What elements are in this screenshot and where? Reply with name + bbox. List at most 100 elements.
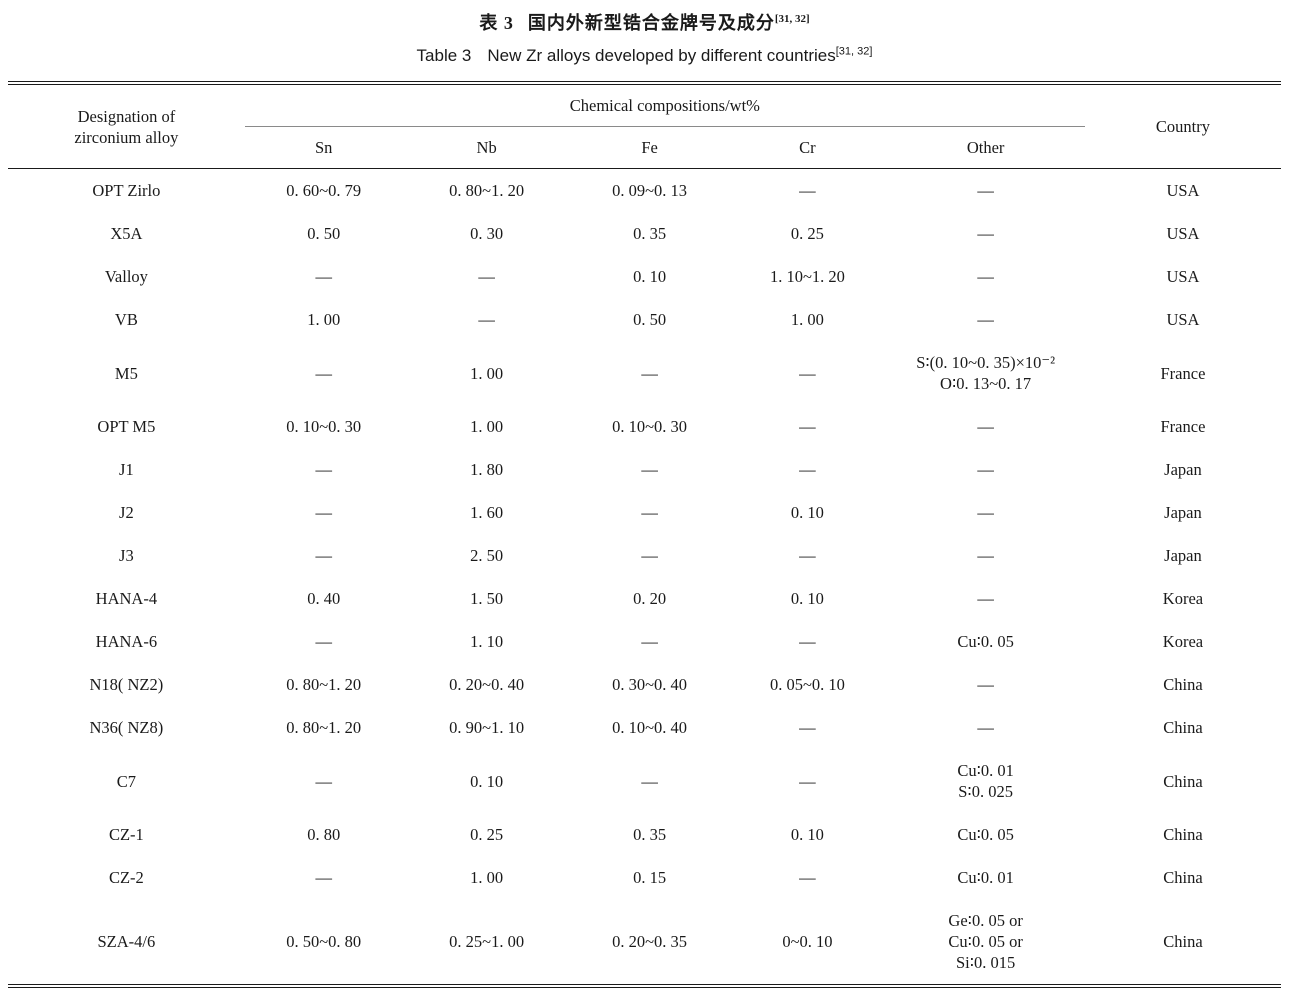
cell-nb: 0. 90~1. 10	[449, 718, 525, 737]
cell-other: —	[977, 310, 994, 329]
cell-cr: 0. 10	[790, 825, 824, 844]
cell-nb: 0. 25~1. 00	[449, 932, 525, 951]
col-header-sn: Sn	[244, 126, 403, 169]
cell-cr: 1. 10~1. 20	[769, 267, 845, 286]
cell-sn: —	[315, 267, 332, 286]
cell-sn: 0. 10~0. 30	[286, 417, 362, 436]
table-row: Valloy — — 0. 10 1. 10~1. 20 — USA	[8, 255, 1281, 298]
cell-country: China	[1163, 675, 1203, 694]
table-row: HANA-6 — 1. 10 — — Cu∶0. 05 Korea	[8, 620, 1281, 663]
cell-cr: —	[799, 718, 816, 737]
cell-country: France	[1160, 363, 1206, 383]
cell-cr: —	[799, 546, 816, 565]
cell-fe: —	[641, 771, 658, 791]
cell-cr: —	[799, 868, 816, 887]
cell-cr: —	[799, 460, 816, 479]
table-row: VB 1. 00 — 0. 50 1. 00 — USA	[8, 298, 1281, 341]
cell-cr: —	[799, 181, 816, 200]
col-header-country: Country	[1084, 83, 1281, 169]
cell-fe: 0. 50	[633, 310, 667, 329]
col-header-fe: Fe	[570, 126, 729, 169]
cell-country: Korea	[1162, 632, 1204, 651]
citation-reference-superscript: [31, 32]	[835, 45, 873, 58]
cell-other: —	[977, 181, 994, 200]
cell-nb: 1. 80	[470, 460, 504, 479]
cell-nb: 1. 00	[470, 363, 504, 383]
cell-fe: 0. 09~0. 13	[612, 181, 688, 200]
cell-other: —	[977, 718, 994, 737]
cell-country: China	[1163, 825, 1203, 844]
cell-designation: OPT M5	[97, 417, 156, 436]
cell-country: USA	[1166, 267, 1200, 286]
cell-country: Japan	[1164, 546, 1202, 565]
col-header-chemical-compositions: Chemical compositions/wt%	[244, 83, 1085, 127]
cell-nb: 2. 50	[470, 546, 504, 565]
cell-nb: 1. 10	[470, 632, 504, 651]
cell-other: —	[977, 460, 994, 479]
cell-designation: Valloy	[104, 267, 148, 286]
col-header-cr: Cr	[728, 126, 887, 169]
cell-fe: 0. 30~0. 40	[612, 675, 688, 694]
table-row: N18( NZ2) 0. 80~1. 20 0. 20~0. 40 0. 30~0. …	[8, 663, 1281, 706]
table-row: CZ-1 0. 80 0. 25 0. 35 0. 10 Cu∶0. 05 China	[8, 813, 1281, 856]
cell-fe: 0. 10~0. 30	[612, 417, 688, 436]
cell-country: China	[1163, 932, 1203, 951]
cell-designation: M5	[114, 363, 138, 383]
cell-sn: 0. 80~1. 20	[286, 718, 362, 737]
cell-fe: 0. 20	[633, 589, 667, 608]
header-row-1: Designation of zirconium alloy Chemical …	[8, 83, 1281, 169]
cell-country: China	[1163, 718, 1203, 737]
cell-sn: —	[315, 632, 332, 651]
table-row: OPT M5 0. 10~0. 30 1. 00 0. 10~0. 30 — — Franc…	[8, 405, 1281, 448]
cell-other: Cu∶0. 05	[957, 825, 1014, 844]
cell-other: —	[977, 546, 994, 565]
table-row: CZ-2 — 1. 00 0. 15 — Cu∶0. 01 China	[8, 856, 1281, 899]
cell-fe: 0. 10	[633, 267, 667, 286]
cell-other: —	[977, 417, 994, 436]
header-row-2: Sn Nb Fe Cr Other	[8, 126, 1281, 169]
cell-country: Japan	[1164, 460, 1202, 479]
cell-cr: —	[799, 632, 816, 651]
cell-designation: CZ-2	[108, 868, 144, 887]
table-row: N36( NZ8) 0. 80~1. 20 0. 90~1. 10 0. 10~0. …	[8, 706, 1281, 749]
table-row: J1 — 1. 80 — — — Japan	[8, 448, 1281, 491]
cell-cr: 0~0. 10	[782, 932, 833, 951]
cell-country: Korea	[1162, 589, 1204, 608]
cell-country: Japan	[1164, 503, 1202, 522]
cell-nb: 1. 00	[470, 417, 504, 436]
cell-other: Ge∶0. 05 or Cu∶0. 05 or Si∶0. 015	[948, 911, 1023, 972]
cell-nb: —	[478, 310, 495, 329]
cell-nb: —	[478, 267, 495, 286]
cell-sn: —	[315, 771, 332, 791]
cell-nb: 0. 80~1. 20	[449, 181, 525, 200]
cell-other: Cu∶0. 01 S∶0. 025	[957, 761, 1014, 801]
col-header-other: Other	[886, 126, 1085, 169]
cell-nb: 1. 50	[470, 589, 504, 608]
cell-designation: C7	[116, 771, 137, 791]
cell-other: Cu∶0. 05	[957, 632, 1014, 651]
cell-fe: —	[641, 363, 658, 383]
table-caption-en-text: New Zr alloys developed by different cou…	[487, 46, 836, 65]
cell-designation: VB	[114, 310, 138, 329]
cell-sn: 0. 80	[307, 825, 341, 844]
table-caption-cn-label: 表 3	[479, 13, 514, 33]
cell-nb: 0. 25	[470, 825, 504, 844]
table-row: HANA-4 0. 40 1. 50 0. 20 0. 10 — Korea	[8, 577, 1281, 620]
table-caption-cn: 表 3 国内外新型锆合金牌号及成分[31, 32]	[8, 10, 1281, 36]
table-body: OPT Zirlo 0. 60~0. 79 0. 80~1. 20 0. 09~0. …	[8, 169, 1281, 987]
cell-fe: —	[641, 632, 658, 651]
cell-fe: —	[641, 546, 658, 565]
cell-sn: 0. 50~0. 80	[286, 932, 362, 951]
cell-cr: 0. 10	[790, 589, 824, 608]
cell-country: USA	[1166, 310, 1200, 329]
cell-cr: 0. 25	[790, 224, 824, 243]
cell-sn: 0. 50	[307, 224, 341, 243]
cell-cr: 0. 10	[790, 503, 824, 522]
cell-fe: 0. 10~0. 40	[612, 718, 688, 737]
alloy-composition-table: Designation of zirconium alloy Chemical …	[8, 81, 1281, 988]
cell-other: —	[977, 675, 994, 694]
cell-sn: —	[315, 363, 332, 383]
cell-other: —	[977, 503, 994, 522]
table-row: OPT Zirlo 0. 60~0. 79 0. 80~1. 20 0. 09~0. …	[8, 169, 1281, 213]
